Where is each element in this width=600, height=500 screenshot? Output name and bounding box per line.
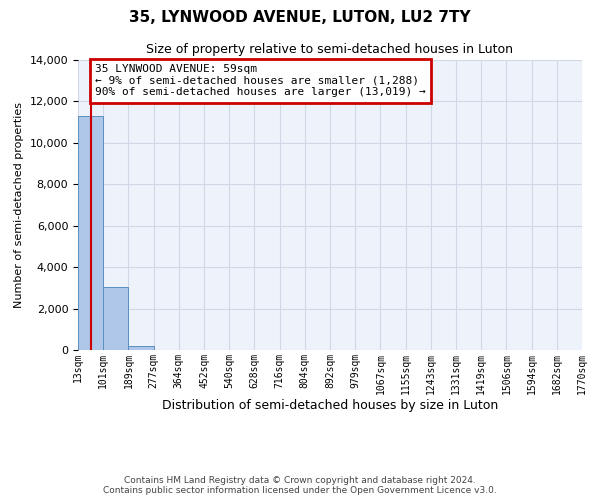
Text: 35, LYNWOOD AVENUE, LUTON, LU2 7TY: 35, LYNWOOD AVENUE, LUTON, LU2 7TY [129,10,471,25]
Bar [103,287,128,350]
Y-axis label: Number of semi-detached properties: Number of semi-detached properties [14,102,24,308]
Title: Size of property relative to semi-detached houses in Luton: Size of property relative to semi-detach… [146,43,514,56]
Text: 35 LYNWOOD AVENUE: 59sqm
← 9% of semi-detached houses are smaller (1,288)
90% of: 35 LYNWOOD AVENUE: 59sqm ← 9% of semi-de… [95,64,426,98]
Bar [78,116,103,350]
Text: Contains HM Land Registry data © Crown copyright and database right 2024.
Contai: Contains HM Land Registry data © Crown c… [103,476,497,495]
Bar [128,346,154,350]
X-axis label: Distribution of semi-detached houses by size in Luton: Distribution of semi-detached houses by … [162,400,498,412]
